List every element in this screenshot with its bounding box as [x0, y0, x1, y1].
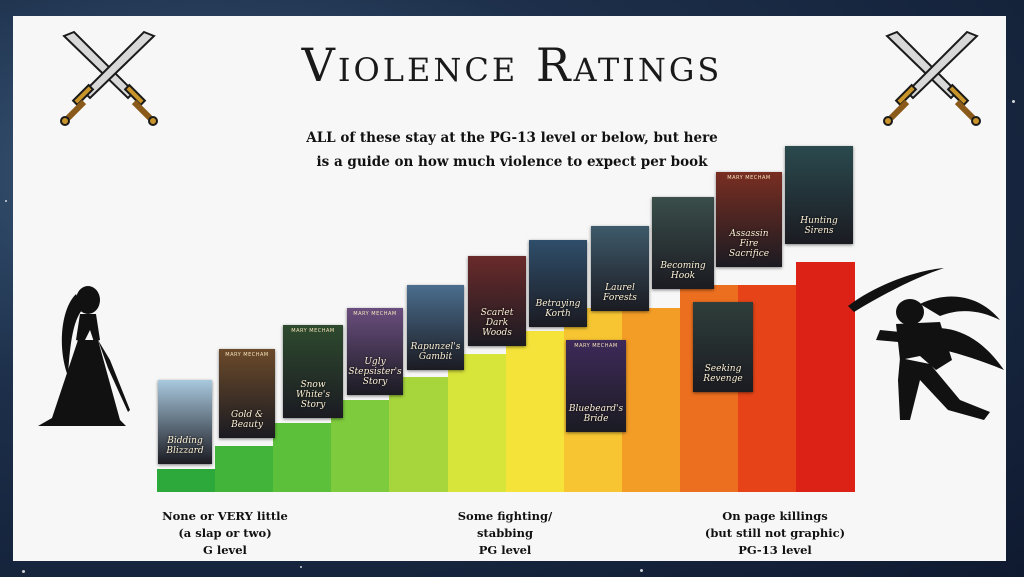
book-title: Bidding Blizzard	[166, 436, 204, 456]
label-line: None or VERY little	[162, 509, 288, 523]
book-cover: Seeking Revenge	[693, 302, 753, 392]
warrior-silhouette-icon	[848, 268, 1004, 420]
book-title: Becoming Hook	[660, 261, 706, 281]
book-title: Seeking Revenge	[703, 364, 743, 384]
label-line: Some fighting/	[457, 509, 553, 523]
label-line: stabbing	[476, 526, 534, 540]
book-title: Assassin Fire Sacrifice	[728, 229, 770, 259]
book-cover: MARY MECHAM Snow White's Story	[283, 325, 343, 418]
book-title: Rapunzel's Gambit	[410, 342, 461, 362]
label-low-violence: None or VERY little (a slap or two) G le…	[160, 508, 290, 559]
page-title: Violence Ratings	[301, 38, 723, 92]
princess-silhouette-icon	[38, 286, 130, 426]
star	[22, 570, 25, 573]
book-title: Snow White's Story	[296, 380, 330, 410]
book-cover: Rapunzel's Gambit	[407, 285, 464, 370]
rating-step	[621, 308, 681, 492]
label-high-violence: On page killings (but still not graphic)…	[700, 508, 850, 559]
book-author: MARY MECHAM	[291, 328, 335, 334]
book-title: Scarlet Dark Woods	[480, 308, 514, 338]
rating-step	[273, 423, 332, 492]
book-cover: Scarlet Dark Woods	[468, 256, 526, 346]
label-line: (but still not graphic)	[704, 526, 846, 540]
label-line: PG level	[478, 543, 532, 557]
label-line: PG-13 level	[738, 543, 812, 557]
label-line: (a slap or two)	[178, 526, 272, 540]
rating-step	[447, 354, 507, 492]
book-author: MARY MECHAM	[727, 175, 771, 181]
book-cover: Betraying Korth	[529, 240, 587, 327]
book-author: MARY MECHAM	[225, 352, 269, 358]
label-line: On page killings	[722, 509, 828, 523]
book-title: Gold & Beauty	[230, 410, 264, 430]
book-cover: MARY MECHAM Gold & Beauty	[219, 349, 275, 438]
star	[1012, 100, 1015, 103]
book-author: MARY MECHAM	[574, 343, 618, 349]
book-cover: Hunting Sirens	[785, 146, 853, 244]
star	[300, 566, 302, 568]
rating-step	[157, 469, 216, 492]
book-cover: MARY MECHAM Bluebeard's Bride	[566, 340, 626, 432]
rating-step	[215, 446, 274, 492]
crossed-swords-icon	[60, 30, 158, 126]
book-title: Bluebeard's Bride	[568, 404, 624, 424]
book-cover: Laurel Forests	[591, 226, 649, 311]
book-title: Ugly Stepsister's Story	[348, 357, 402, 387]
rating-step	[389, 377, 448, 492]
label-line: G level	[203, 543, 247, 557]
book-title: Hunting Sirens	[800, 216, 838, 236]
rating-step	[796, 262, 855, 492]
star	[640, 569, 643, 572]
book-title: Laurel Forests	[603, 283, 637, 303]
crossed-swords-icon	[883, 30, 981, 126]
book-author: MARY MECHAM	[353, 311, 397, 317]
book-title: Betraying Korth	[535, 299, 581, 319]
star	[5, 200, 7, 202]
book-cover: Bidding Blizzard	[158, 380, 212, 464]
subtitle: ALL of these stay at the PG-13 level or …	[306, 130, 718, 170]
book-cover: Becoming Hook	[652, 197, 714, 289]
book-cover: MARY MECHAM Ugly Stepsister's Story	[347, 308, 403, 395]
rating-step	[505, 331, 565, 492]
book-cover: MARY MECHAM Assassin Fire Sacrifice	[716, 172, 782, 267]
label-mid-violence: Some fighting/ stabbing PG level	[450, 508, 560, 559]
